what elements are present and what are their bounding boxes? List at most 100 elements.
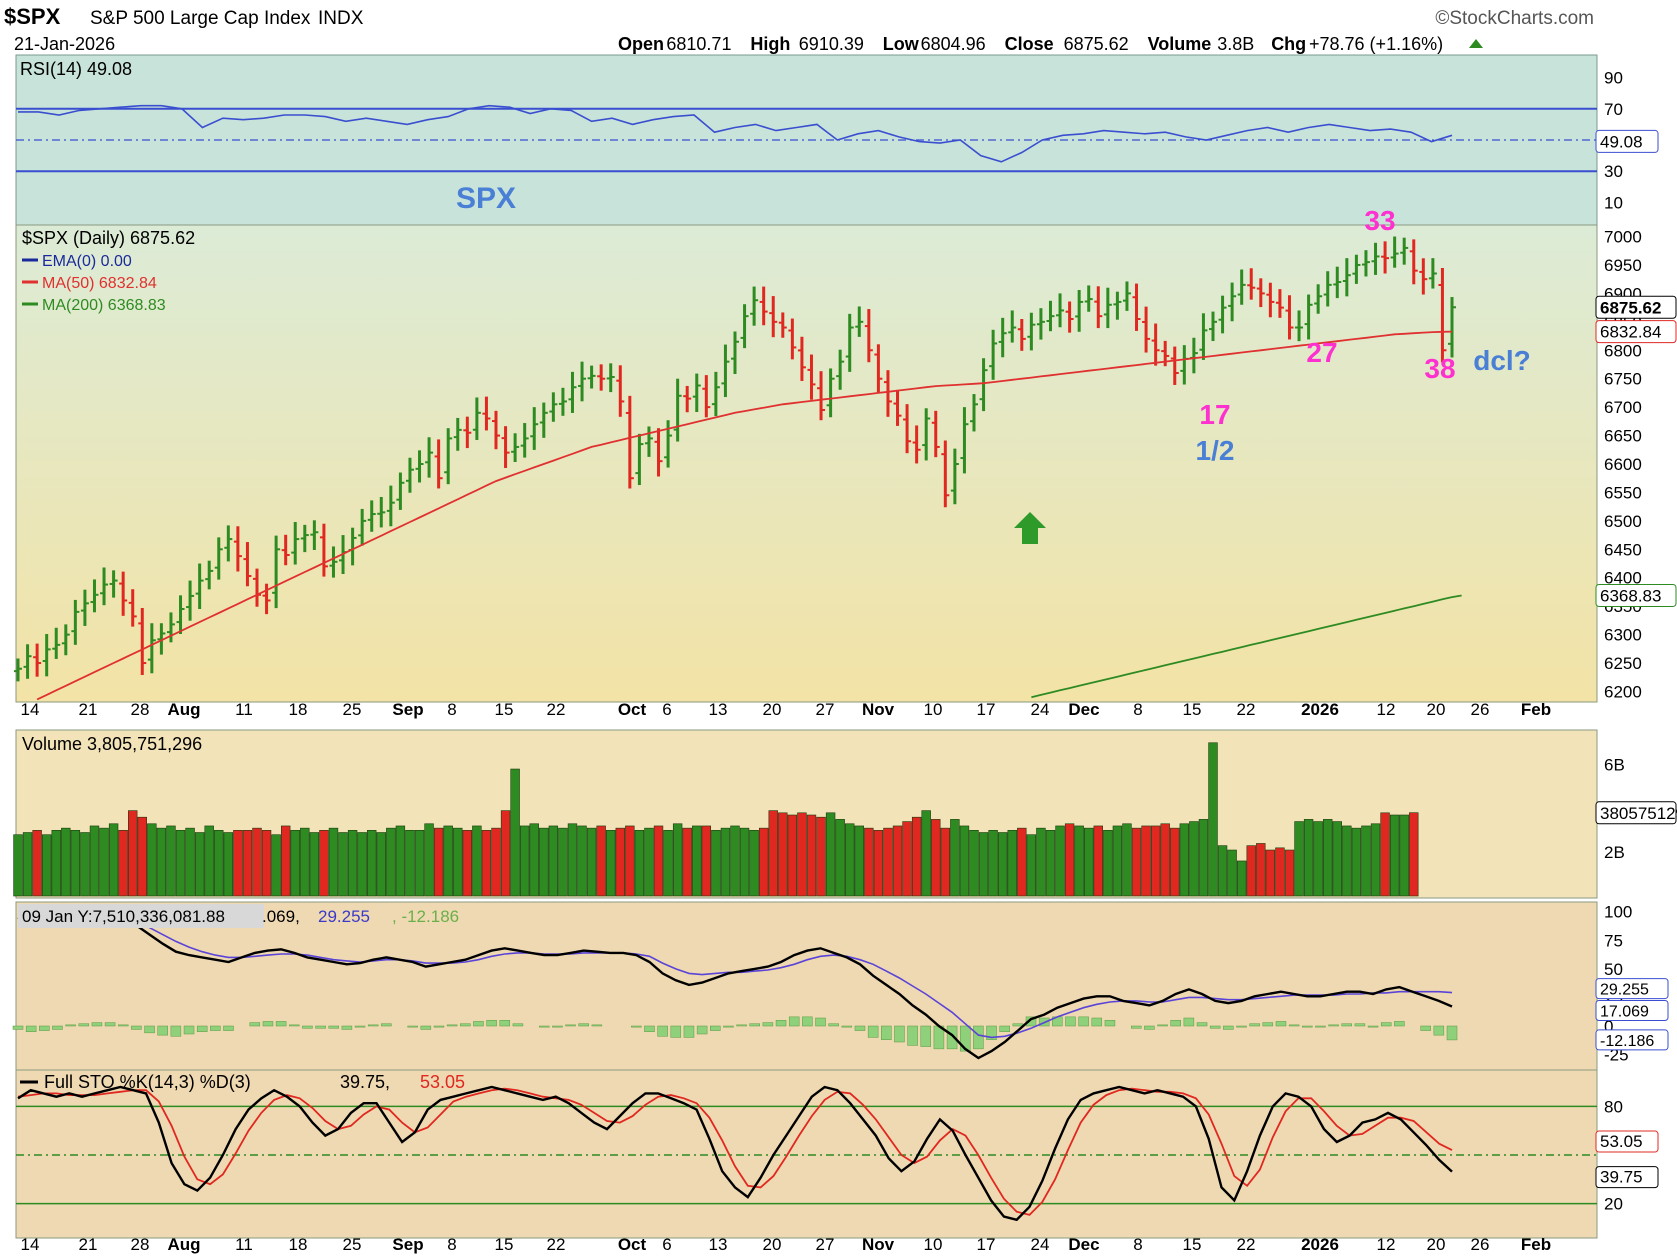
price-annotations: SPX 33 27 17 1/2 38 dcl?: [456, 182, 1531, 544]
macd-histogram-bar: [1367, 1025, 1379, 1028]
volume-bar: [931, 819, 941, 897]
volume-bar: [367, 830, 377, 897]
date-tick-0-7: Sep: [392, 700, 423, 719]
volume-bar: [1179, 823, 1190, 897]
date-tick-0-13: 13: [709, 700, 728, 719]
volume-bar: [1332, 821, 1342, 897]
stochastic-badge-1: [1595, 1166, 1659, 1189]
macd-histogram-bar: [1394, 1021, 1405, 1027]
date-tick-0-4: 11: [235, 700, 253, 719]
ohlc-label-close: Close: [1005, 34, 1054, 54]
date-tick-0-15: 27: [816, 700, 835, 719]
stockcharts-brand[interactable]: ©StockCharts.com: [1435, 8, 1594, 29]
price-layer: $SPX (Daily) 6875.62 EMA(0) 0.00 MA(50) 68…: [14, 228, 1677, 701]
macd-histogram-bar: [1328, 1024, 1339, 1027]
volume-bar: [1361, 825, 1371, 897]
volume-bar: [1112, 825, 1123, 897]
price-badge-0: [1595, 295, 1677, 319]
volume-bar: [548, 825, 559, 897]
ohlc-value-close: 6875.62: [1064, 34, 1129, 54]
date-tick-0-2: 28: [131, 700, 150, 719]
stochastic-legend-d: 53.05: [420, 1072, 465, 1092]
date-tick-0-19: 24: [1031, 700, 1050, 719]
rsi-tick-30: 30: [1604, 162, 1623, 181]
macd-histogram-bar: [631, 1025, 642, 1028]
macd-histogram-bar: [1209, 1025, 1221, 1029]
macd-histogram-bar: [249, 1022, 261, 1027]
volume-bar: [539, 827, 549, 897]
volume-bar: [653, 825, 664, 897]
chart-date: 21-Jan-2026: [14, 34, 115, 54]
date-tick-0-10: 22: [547, 700, 566, 719]
volume-bar: [778, 812, 788, 897]
volume-bar: [1389, 814, 1400, 897]
macd-tick-100: 100: [1604, 903, 1632, 922]
volume-bar: [1093, 825, 1103, 897]
date-tick-0-1: 21: [79, 700, 98, 719]
price-panel: [15, 224, 1598, 703]
date-tick-0-25: 12: [1377, 700, 1396, 719]
volume-bar: [1284, 849, 1295, 897]
macd-histogram-bar: [1433, 1025, 1445, 1036]
macd-histogram-bar: [749, 1023, 760, 1027]
volume-bar: [1399, 814, 1409, 897]
volume-bar: [271, 834, 281, 897]
ohlc-value-volume: 3.8B: [1217, 34, 1254, 54]
date-tick-1-15: 27: [816, 1235, 835, 1254]
volume-bar: [816, 816, 826, 897]
macd-histogram-bar: [1380, 1022, 1392, 1027]
price-badge-label-2: 6368.83: [1600, 586, 1661, 605]
macd-histogram-bar: [736, 1024, 747, 1027]
macd-histogram-bar: [460, 1023, 471, 1027]
spx-watermark: SPX: [456, 182, 516, 215]
macd-histogram-bar: [12, 1025, 24, 1030]
macd-histogram-bar: [1236, 1025, 1247, 1028]
volume-bar: [261, 830, 272, 897]
macd-histogram-bar: [670, 1025, 682, 1038]
macd-histogram-bar: [341, 1025, 353, 1030]
macd-histogram-bar: [1196, 1022, 1208, 1027]
macd-badge-1: [1595, 999, 1669, 1021]
date-tick-1-5: 18: [289, 1235, 308, 1254]
volume-bar: [1265, 849, 1276, 897]
date-tick-1-10: 22: [547, 1235, 566, 1254]
volume-bar: [615, 827, 625, 897]
date-tick-0-28: Feb: [1521, 700, 1551, 719]
volume-bar: [338, 832, 348, 897]
volume-bar: [1246, 845, 1256, 897]
macd-histogram-bar: [183, 1025, 195, 1035]
macd-histogram-bar: [381, 1023, 392, 1027]
price-badge-1: [1595, 320, 1677, 344]
macd-histogram-bar: [710, 1025, 721, 1031]
volume-bar: [1256, 843, 1266, 897]
macd-histogram-bar: [1302, 1025, 1313, 1028]
date-tick-1-27: 26: [1471, 1235, 1490, 1254]
price-tick-6650: 6650: [1604, 427, 1642, 446]
rsi-layer: RSI(14) 49.08907050301049.08: [16, 59, 1659, 212]
ohlc-label-open: Open: [618, 34, 664, 54]
macd-histogram-bar: [1288, 1024, 1300, 1027]
volume-bar: [864, 827, 874, 897]
volume-bar: [1380, 812, 1390, 897]
price-tick-6300: 6300: [1604, 626, 1642, 645]
volume-bar: [787, 814, 798, 897]
volume-bar: [233, 830, 243, 897]
annotation-38: 38: [1424, 353, 1455, 384]
volume-bar: [185, 827, 195, 897]
volume-bar: [940, 827, 951, 897]
volume-bar: [147, 823, 157, 897]
volume-bar: [204, 825, 214, 897]
price-tick-6450: 6450: [1604, 540, 1642, 559]
volume-layer: Volume 3,805,751,296 6B 2B 380575129: [13, 734, 1677, 897]
volume-bar: [462, 830, 473, 897]
macd-histogram-bar: [78, 1023, 90, 1027]
volume-bar: [873, 830, 884, 897]
volume-bar: [835, 819, 845, 897]
price-tick-6400: 6400: [1604, 569, 1642, 588]
volume-bar: [1170, 827, 1180, 897]
volume-bar: [883, 827, 893, 897]
rsi-legend: RSI(14) 49.08: [20, 59, 132, 79]
overlay-legend-1: MA(50) 6832.84: [42, 275, 157, 292]
macd-histogram-bar: [473, 1021, 484, 1027]
date-tick-1-23: 22: [1237, 1235, 1256, 1254]
